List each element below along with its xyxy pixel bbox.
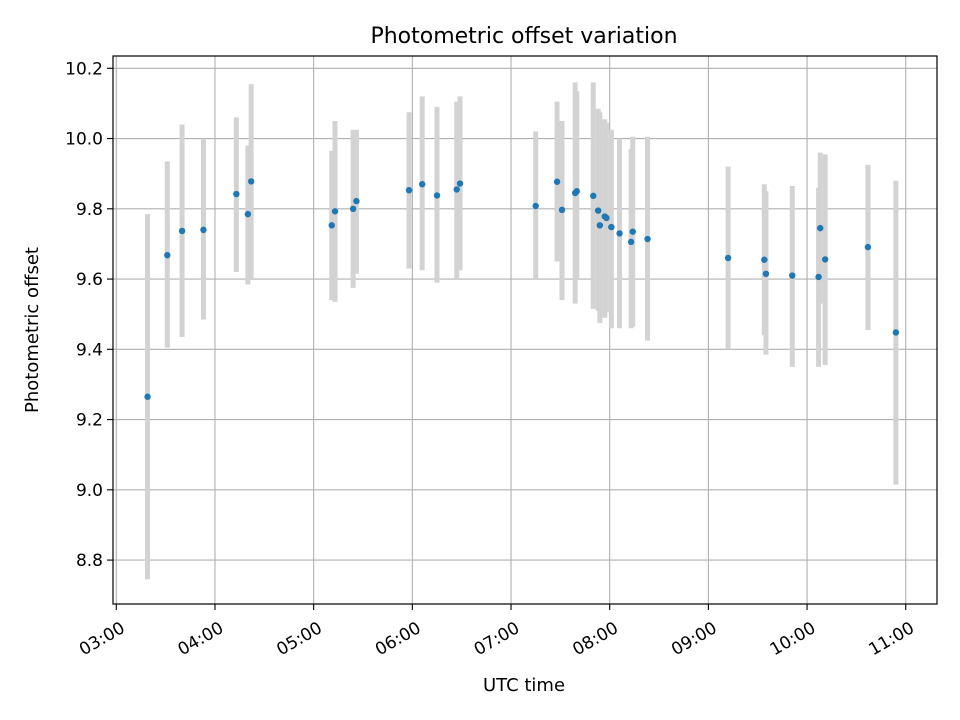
y-tick-label: 9.4 xyxy=(76,340,103,360)
x-tick-label: 05:00 xyxy=(273,618,325,660)
data-point xyxy=(456,180,464,187)
data-point xyxy=(247,178,255,185)
data-point xyxy=(817,224,824,232)
data-point xyxy=(762,270,770,277)
data-point xyxy=(892,329,900,336)
x-tick-label: 09:00 xyxy=(668,618,720,660)
data-point xyxy=(244,210,252,218)
data-point xyxy=(627,238,635,246)
data-point xyxy=(590,192,597,200)
data-point xyxy=(789,272,796,279)
data-point xyxy=(144,393,151,400)
data-point xyxy=(573,188,581,195)
y-tick-label: 9.6 xyxy=(76,270,103,290)
data-point xyxy=(864,243,872,251)
x-tick-label: 04:00 xyxy=(175,618,227,660)
data-point xyxy=(178,227,186,235)
data-point xyxy=(532,202,539,210)
data-point xyxy=(558,206,566,214)
data-point xyxy=(629,228,636,235)
data-point xyxy=(453,186,460,193)
data-point xyxy=(821,256,829,263)
data-point xyxy=(553,178,561,185)
error-bars xyxy=(145,82,899,580)
data-point xyxy=(419,181,426,188)
x-tick-label: 08:00 xyxy=(569,618,621,660)
data-point xyxy=(405,186,413,194)
x-tick-label: 03:00 xyxy=(76,618,128,660)
data-point xyxy=(761,256,768,263)
data-point xyxy=(603,214,610,222)
x-axis-label: UTC time xyxy=(483,675,565,696)
data-point xyxy=(608,223,615,231)
y-tick-label: 9.8 xyxy=(76,200,103,220)
data-point xyxy=(596,222,604,229)
y-tick-label: 8.8 xyxy=(76,551,103,571)
x-tick-label: 11:00 xyxy=(865,618,917,660)
data-point xyxy=(353,197,360,205)
x-axis: 03:00 04:00 05:00 06:00 07:00 08:00 09:00 10:00… xyxy=(76,604,918,660)
data-point xyxy=(328,222,335,229)
data-point xyxy=(815,273,822,281)
data-point xyxy=(200,226,207,234)
x-tick-label: 10:00 xyxy=(767,618,819,660)
x-tick-label: 06:00 xyxy=(372,618,424,660)
data-point xyxy=(433,192,441,199)
data-point xyxy=(616,230,623,237)
data-point xyxy=(594,207,602,214)
data-point xyxy=(331,208,339,215)
data-point xyxy=(724,254,732,262)
data-point xyxy=(349,205,357,213)
y-tick-label: 9.0 xyxy=(76,481,103,501)
data-point xyxy=(233,190,240,198)
y-tick-label: 10.0 xyxy=(65,130,103,150)
data-points xyxy=(144,178,900,400)
data-point xyxy=(164,251,171,259)
x-tick-label: 07:00 xyxy=(471,618,523,660)
data-point xyxy=(644,235,651,243)
y-tick-label: 9.2 xyxy=(76,411,103,431)
y-tick-label: 10.2 xyxy=(65,59,103,79)
chart-title: Photometric offset variation xyxy=(370,24,677,49)
y-axis: 8.8 9.0 9.2 9.4 9.6 9.8 10.0 10.2 xyxy=(65,59,113,571)
plot-frame xyxy=(112,55,938,605)
y-axis-label: Photometric offset xyxy=(22,247,43,413)
